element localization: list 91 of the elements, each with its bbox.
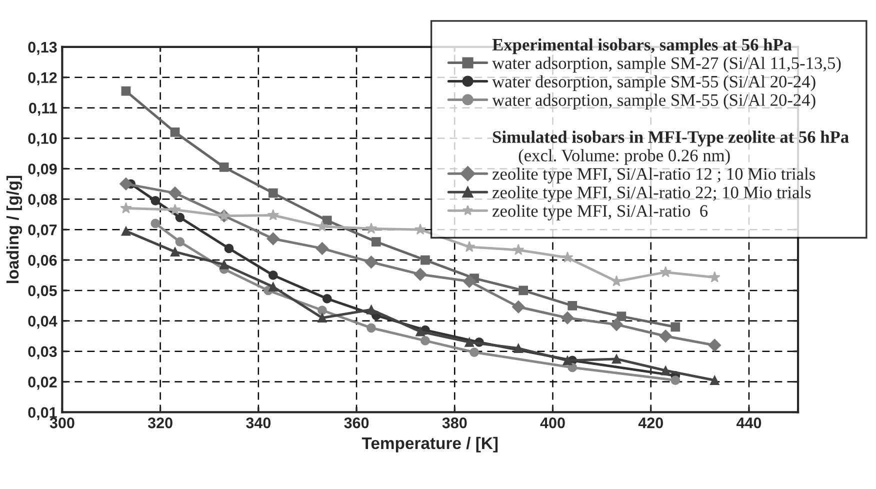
point — [568, 301, 578, 310]
point — [670, 376, 680, 385]
legend-label: zeolite type MFI, Si/Al-ratio 6 — [492, 204, 708, 220]
x-axis-title: Temperature / [K] — [362, 436, 498, 452]
point — [518, 286, 528, 296]
point — [420, 336, 430, 346]
point — [464, 240, 476, 252]
y-tick-label: 0,02 — [28, 376, 57, 390]
point — [562, 252, 574, 263]
x-tick-label: 440 — [736, 417, 762, 428]
legend-title: Experimental isobars, samples at 56 hPa — [492, 38, 792, 54]
point — [219, 162, 229, 172]
x-tick-label: 380 — [442, 417, 467, 428]
point — [318, 306, 327, 315]
legend-label: water desorption, sample SM-55 (Si/Al 20-24) — [492, 75, 816, 92]
point — [268, 188, 278, 198]
y-tick-label: 0,05 — [28, 285, 57, 298]
point — [150, 218, 160, 228]
point — [120, 202, 132, 214]
point — [670, 322, 680, 332]
point — [710, 376, 720, 385]
point — [365, 222, 378, 234]
point — [121, 86, 131, 96]
point — [219, 260, 229, 270]
point — [316, 242, 329, 255]
point — [514, 344, 524, 353]
y-tick-label: 0,03 — [28, 346, 57, 360]
point — [561, 311, 574, 324]
point — [121, 226, 131, 236]
x-tick-label: 340 — [246, 417, 271, 428]
point — [462, 274, 476, 288]
point — [371, 237, 381, 246]
x-tick-label: 420 — [638, 417, 663, 428]
point — [414, 224, 426, 235]
point — [169, 204, 181, 215]
point — [416, 326, 425, 336]
point — [660, 266, 672, 278]
point — [470, 348, 479, 357]
x-tick-label: 320 — [148, 417, 172, 428]
point — [316, 220, 328, 232]
annotation: (excl. Volume: probe 0.26 nm) — [518, 149, 730, 165]
point — [616, 312, 626, 322]
point — [224, 244, 234, 254]
legend-label: water adsorption, sample SM-27 (Si/Al 11,5-13,5) — [492, 56, 841, 73]
y-tick-label: 0,09 — [28, 164, 57, 177]
point — [120, 178, 132, 190]
point — [612, 354, 622, 364]
point — [268, 282, 278, 292]
point — [659, 330, 672, 343]
point — [322, 216, 332, 226]
y-axis-title: loading / [g/g] — [6, 176, 22, 284]
point — [268, 270, 278, 280]
point — [267, 209, 279, 220]
point — [420, 255, 430, 265]
x-tick-label: 360 — [344, 417, 369, 428]
point — [266, 232, 280, 246]
point — [512, 300, 525, 314]
point — [708, 338, 722, 352]
point — [168, 186, 182, 200]
y-tick-label: 0,04 — [28, 316, 58, 329]
y-tick-label: 0,10 — [28, 133, 57, 146]
y-tick-label: 0,07 — [28, 224, 57, 238]
y-tick-label: 0,08 — [28, 194, 57, 208]
point — [366, 323, 376, 333]
point — [708, 271, 720, 282]
point — [170, 247, 180, 256]
point — [512, 244, 524, 255]
annotation: Simulated isobars in MFI-Type zeolite at 56 hPa — [492, 130, 849, 146]
y-tick-label: 0,06 — [28, 254, 57, 268]
point — [322, 294, 332, 304]
point — [610, 275, 622, 286]
point — [562, 356, 572, 366]
point — [568, 362, 578, 372]
point — [318, 313, 327, 323]
y-tick-label: 0,11 — [29, 102, 57, 116]
point — [364, 256, 378, 269]
legend-label: water adsorption, sample SM-55 (Si/Al 20-24) — [492, 94, 816, 110]
point — [610, 318, 623, 331]
point — [660, 366, 670, 376]
legend-label: zeolite type MFI, Si/Al-ratio 12 ; 10 Mio trials — [492, 168, 815, 184]
y-tick-label: 0,13 — [28, 42, 57, 55]
point — [175, 212, 185, 222]
point — [366, 304, 376, 314]
legend-label: zeolite type MFI, Si/Al-ratio 22; 10 Mio trials — [492, 186, 811, 202]
point — [150, 196, 160, 206]
y-tick-label: 0,12 — [28, 72, 57, 86]
point — [464, 338, 474, 347]
point — [414, 268, 427, 281]
x-tick-label: 400 — [540, 417, 565, 428]
point — [170, 127, 180, 137]
point — [175, 237, 185, 246]
